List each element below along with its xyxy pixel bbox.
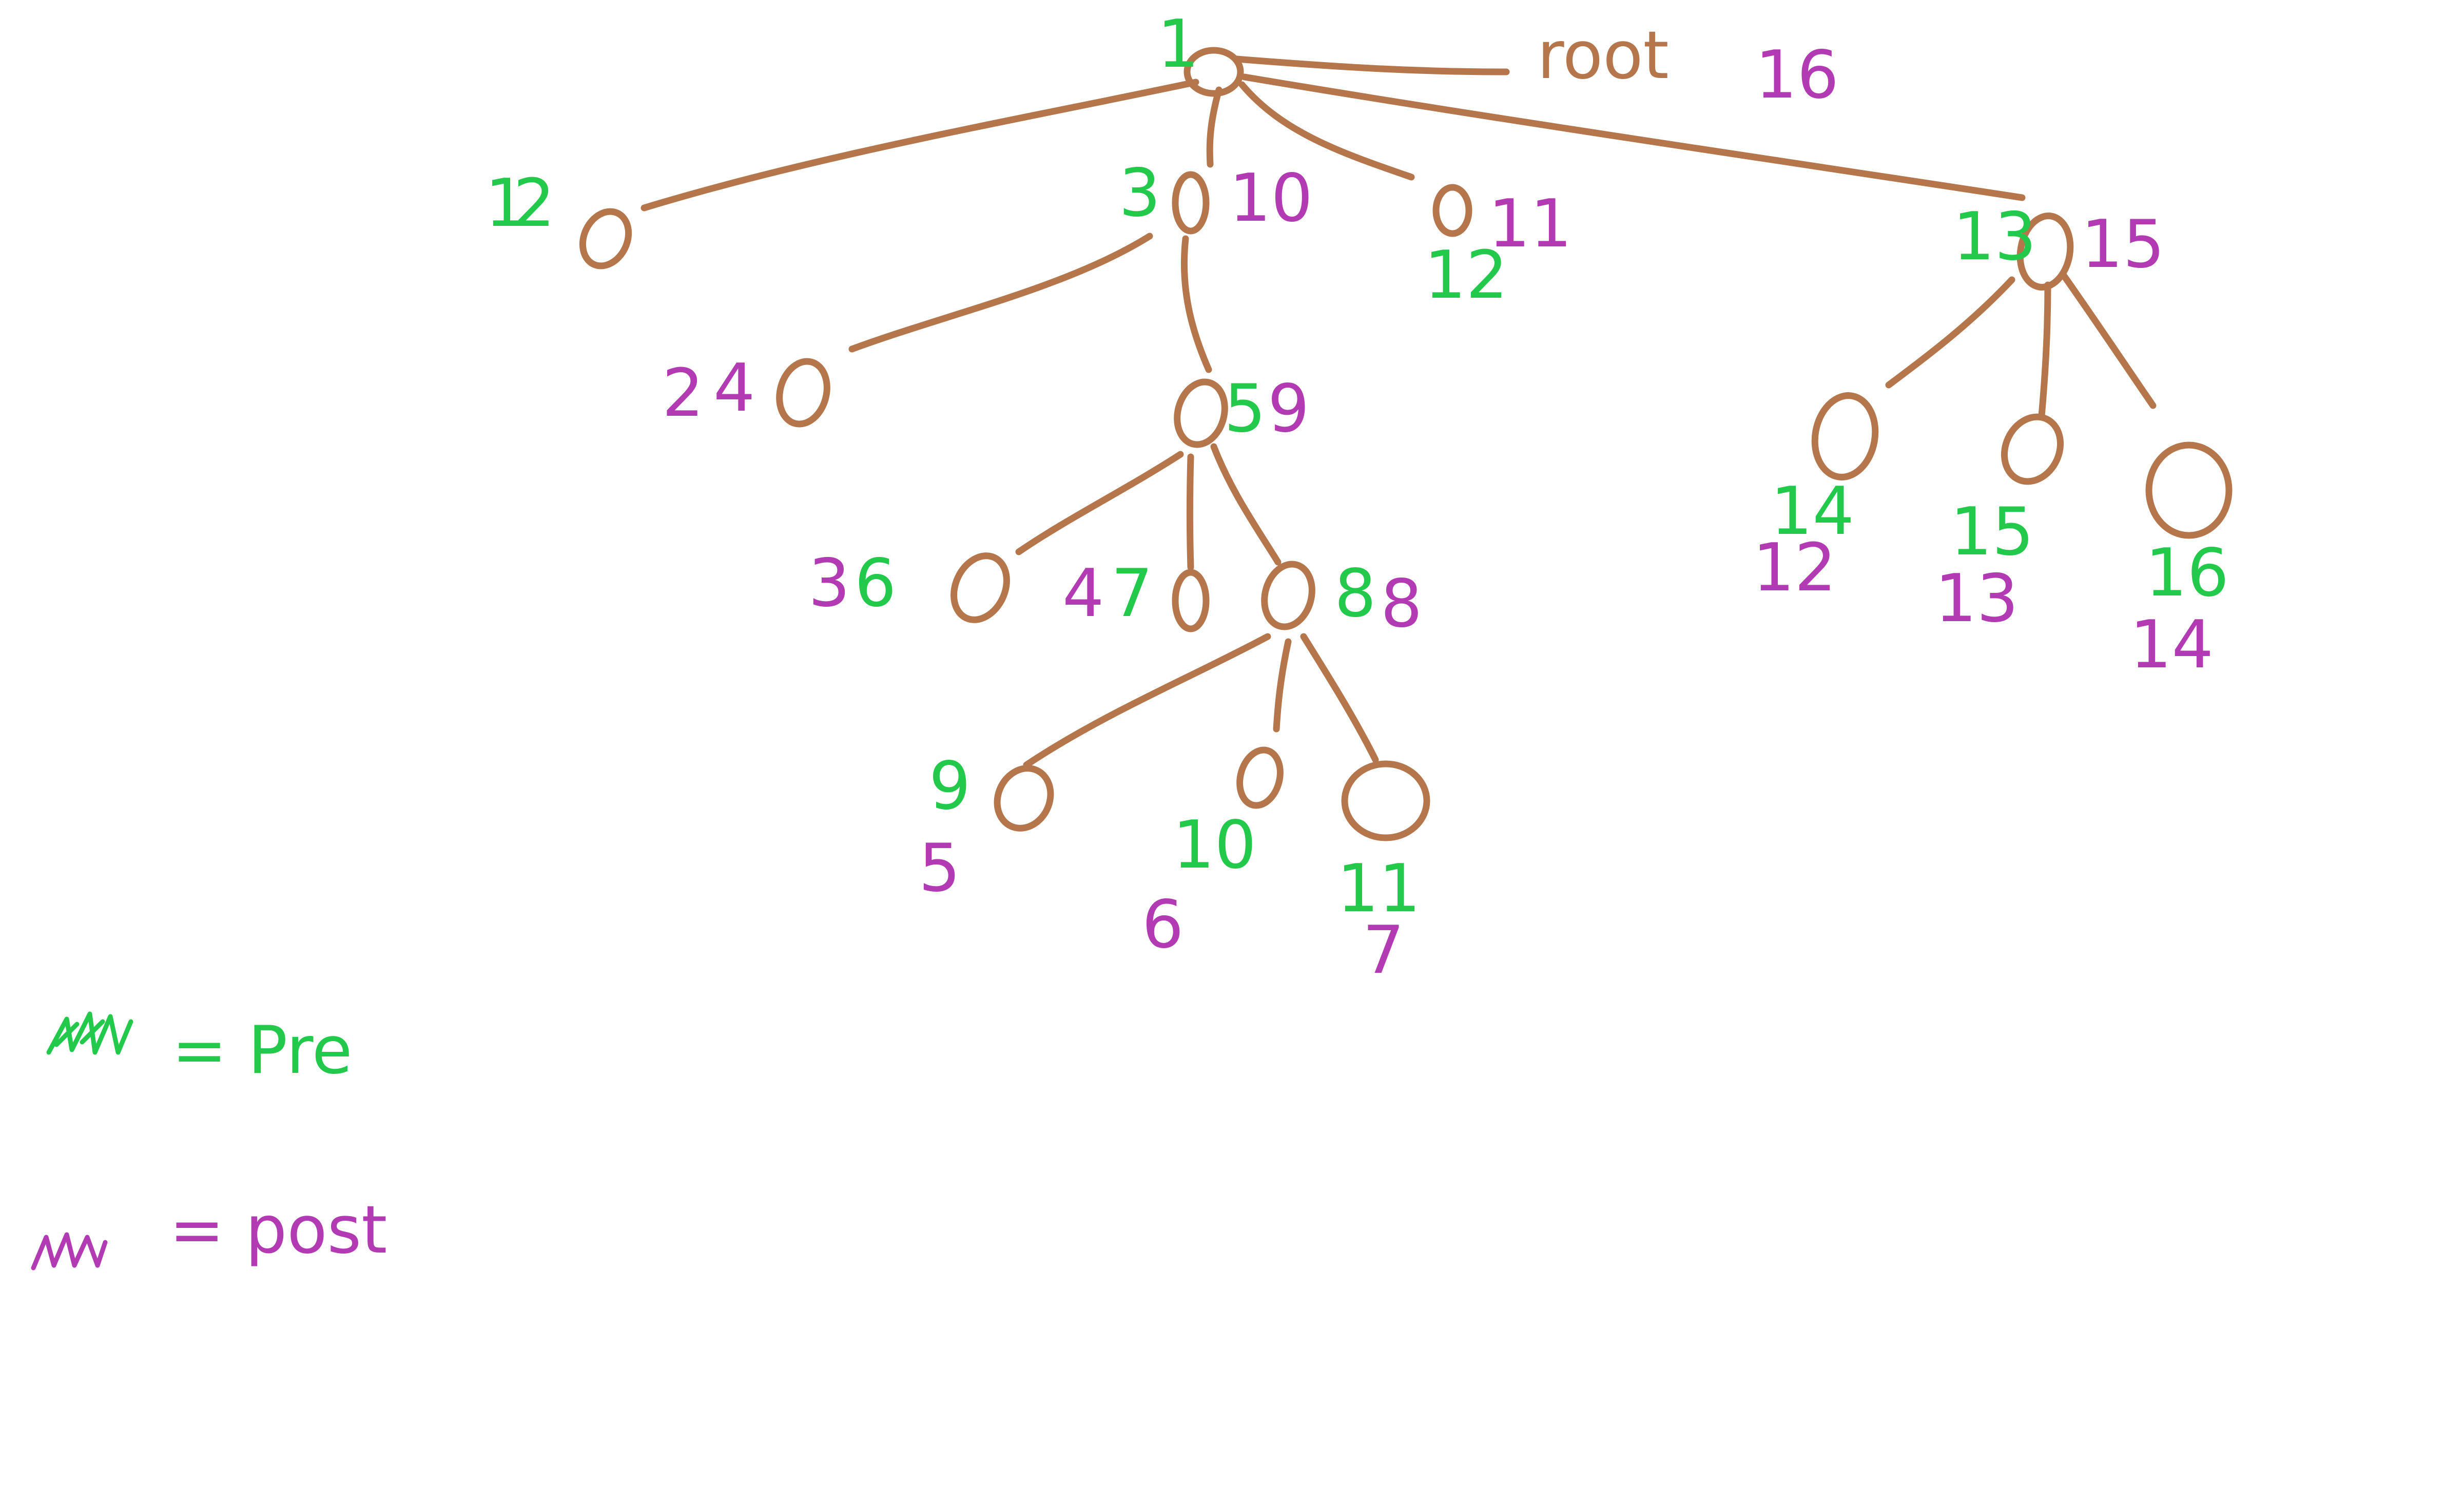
label-d-pre: 7 — [1111, 555, 1153, 632]
edge-root-mid — [1206, 86, 1223, 168]
legend-post-swatch — [31, 1232, 108, 1271]
label-root-pre: 1 — [1157, 6, 1199, 83]
label-left-post: 2 — [513, 165, 555, 242]
node-d — [1172, 569, 1210, 632]
edge-root-right — [1241, 73, 2026, 201]
node-h — [1341, 760, 1430, 841]
node-r2 — [2001, 413, 2064, 485]
label-r2-pre: 15 — [1950, 494, 2034, 570]
legend: = Pre = post — [31, 1011, 387, 1271]
edge-mid-b — [1180, 235, 1212, 373]
label-c-post: 3 — [808, 545, 850, 622]
label-h-pre: 11 — [1337, 851, 1421, 927]
edge-root-left — [641, 79, 1199, 211]
label-r1-pre: 14 — [1771, 473, 1854, 550]
node-small — [1432, 184, 1472, 237]
edge-right-r1 — [1885, 276, 2015, 389]
label-mid-pre: 3 — [1119, 155, 1160, 232]
label-g-post: 6 — [1142, 887, 1184, 963]
label-small-pre: 12 — [1424, 237, 1508, 314]
node-root — [1184, 47, 1244, 97]
node-c — [950, 552, 1010, 623]
node-r3 — [2145, 441, 2233, 539]
label-mid-post: 10 — [1229, 160, 1313, 237]
root-annotation: root 16 — [1537, 17, 1839, 113]
node-g — [1236, 746, 1284, 809]
label-g-pre: 10 — [1173, 807, 1256, 883]
label-right-post: 15 — [2081, 206, 2165, 283]
tree-nodes — [579, 47, 2233, 841]
label-a-post: 2 — [662, 355, 704, 432]
label-a-pre: 4 — [713, 350, 755, 427]
legend-post-label: = post — [169, 1192, 387, 1268]
label-r3-pre: 16 — [2145, 535, 2229, 611]
node-right — [2016, 213, 2074, 291]
label-d-post: 4 — [1062, 555, 1104, 632]
label-e-pre: 8 — [1334, 555, 1376, 632]
edge-root-small — [1238, 81, 1415, 181]
label-h-post: 7 — [1363, 912, 1404, 989]
edge-right-r3 — [2060, 271, 2157, 409]
edge-root-annotation — [1233, 55, 1510, 75]
edge-b-e — [1210, 443, 1282, 566]
node-a — [776, 358, 830, 428]
label-c-pre: 6 — [855, 545, 896, 622]
node-f — [994, 765, 1054, 832]
node-r1 — [1811, 392, 1879, 480]
edge-b-d — [1187, 453, 1194, 571]
label-r3-post: 14 — [2130, 607, 2214, 683]
legend-pre-swatch — [46, 1011, 133, 1055]
node-b — [1174, 378, 1228, 448]
edge-right-r2 — [2038, 281, 2051, 419]
edge-mid-a — [848, 233, 1153, 353]
edge-e-h — [1300, 633, 1379, 763]
root-word: root — [1537, 17, 1669, 94]
label-r2-post: 13 — [1935, 561, 2019, 637]
legend-post: = post — [31, 1192, 387, 1271]
label-e-post: 8 — [1381, 566, 1422, 642]
label-r1-post: 12 — [1753, 530, 1836, 606]
node-mid — [1172, 171, 1210, 235]
legend-pre-label: = Pre — [172, 1012, 352, 1089]
label-right-pre: 13 — [1953, 199, 2036, 275]
label-f-post: 5 — [919, 830, 960, 907]
legend-pre: = Pre — [46, 1011, 352, 1089]
node-left — [579, 208, 632, 270]
node-e — [1261, 561, 1315, 630]
label-small-post: 11 — [1488, 186, 1572, 262]
root-post-number: 16 — [1755, 37, 1839, 113]
label-b-pre: 5 — [1224, 371, 1266, 447]
node-labels: 1 1 2 3 10 12 11 13 15 2 4 5 9 3 6 4 7 8… — [485, 6, 2229, 989]
tree-edges — [641, 55, 2157, 768]
label-f-pre: 9 — [929, 748, 971, 824]
label-b-post: 9 — [1268, 371, 1309, 447]
label-left-pre: 1 — [485, 165, 527, 242]
edge-b-c — [1015, 451, 1184, 555]
edge-e-f — [1023, 633, 1271, 768]
edge-e-g — [1273, 638, 1292, 733]
